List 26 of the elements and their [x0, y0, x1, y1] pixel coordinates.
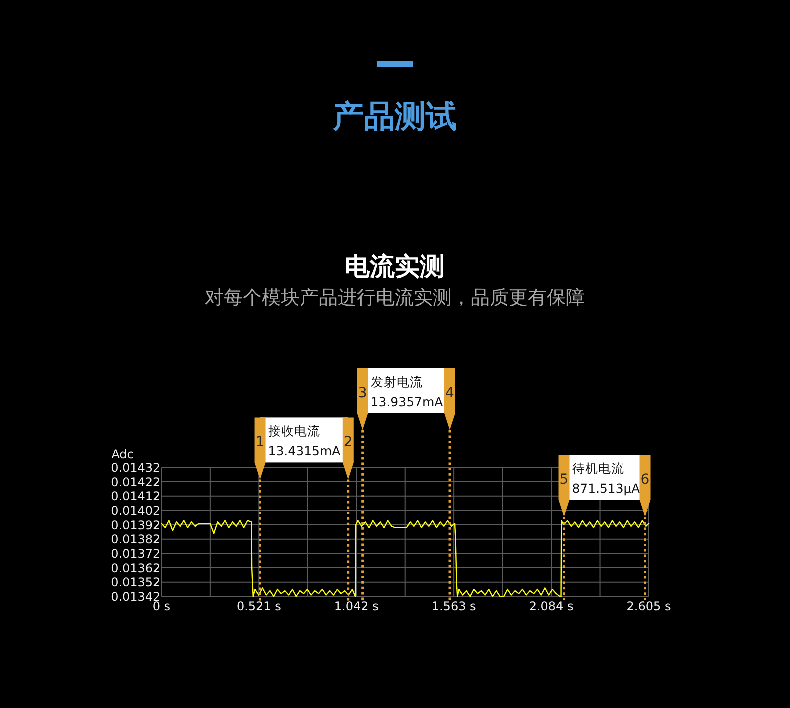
ref-tab: 6 [640, 455, 651, 517]
y-tick-label: 0.01362 [111, 561, 161, 576]
y-tick-label: 0.01412 [111, 490, 161, 504]
x-tick-label: 1.563 s [432, 600, 476, 614]
x-tick-label: 0 s [152, 600, 171, 614]
ref-tab: 5 [558, 455, 570, 517]
y-tick-label: 0.01382 [111, 532, 161, 547]
chart-title: 产品测试 [332, 99, 457, 134]
ref-tab: 1 [254, 418, 266, 480]
y-axis-title: Adc [112, 448, 134, 462]
y-tick-label: 0.01402 [111, 504, 161, 518]
x-tick-label: 0.521 s [236, 600, 282, 614]
ref-tab: 3 [357, 368, 368, 430]
y-tick-label: 0.01372 [111, 547, 161, 561]
annotation: 待机电流 871.513µA [572, 461, 641, 496]
y-tick-label: 0.01352 [111, 576, 161, 590]
y-tick-label: 0.01422 [111, 475, 161, 490]
y-tick-label: 0.01392 [111, 518, 161, 532]
x-tick-label: 2.084 s [529, 600, 574, 614]
y-tick-label: 0.01432 [111, 461, 161, 475]
ref-tab: 2 [342, 418, 354, 480]
x-tick-label: 1.042 s [334, 600, 379, 614]
text: 对每个模块产品进行电流实测，品质更有保障 [205, 287, 585, 309]
ref-tab: 4 [444, 368, 456, 430]
x-tick-label: 2.605 s [626, 600, 672, 614]
chart-subtitle: 电流实测 [345, 253, 445, 281]
